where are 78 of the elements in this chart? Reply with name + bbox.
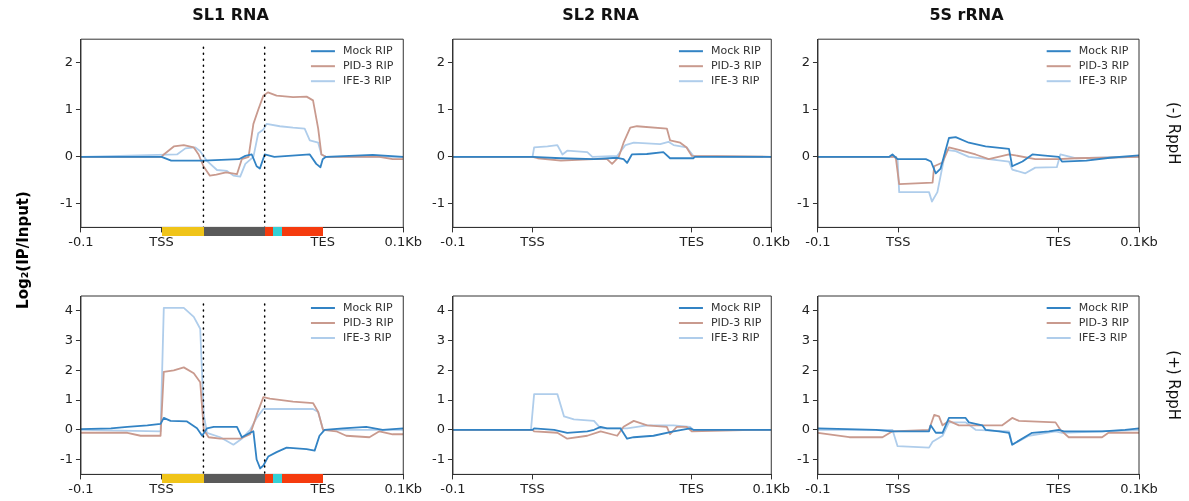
y-tick-label: -1 [796, 450, 810, 466]
y-tick-label: 3 [64, 331, 73, 347]
legend-label: IFE-3 RIP [710, 74, 760, 88]
legend-label: Mock RIP [1078, 300, 1129, 314]
y-tick-label: 2 [801, 361, 810, 377]
x-tick-label: -0.1 [805, 480, 831, 496]
y-tick-label: 2 [64, 54, 73, 70]
chart-title: SL1 RNA [192, 4, 270, 24]
x-tick-label: 0.1Kb [384, 480, 422, 496]
legend-label: PID-3 RIP [710, 59, 762, 73]
legend-label: PID-3 RIP [1078, 315, 1130, 329]
y-tick-label: -1 [431, 195, 445, 211]
x-tick-label: TSS [884, 233, 911, 249]
y-tick-label: 0 [801, 421, 810, 437]
legend-label: Mock RIP [342, 300, 393, 314]
y-tick-label: 2 [436, 361, 445, 377]
legend-label: Mock RIP [342, 44, 393, 58]
x-tick-label: 0.1Kb [384, 233, 422, 249]
y-tick-label: 2 [436, 54, 445, 70]
x-tick-label: -0.1 [68, 480, 94, 496]
y-tick-label: 1 [436, 391, 445, 407]
legend-label: Mock RIP [710, 44, 761, 58]
x-tick-label: 0.1Kb [752, 480, 790, 496]
legend-label: IFE-3 RIP [1078, 74, 1128, 88]
legend-label: IFE-3 RIP [1078, 330, 1128, 344]
legend-label: Mock RIP [1078, 44, 1129, 58]
y-tick-label: 0 [436, 148, 445, 164]
legend-label: PID-3 RIP [1078, 59, 1130, 73]
text: (+) RppH [1165, 350, 1184, 421]
y-tick-label: 1 [64, 101, 73, 117]
legend-label: PID-3 RIP [710, 315, 762, 329]
x-tick-label: TSS [148, 480, 174, 496]
y-tick-label: 4 [436, 302, 445, 318]
legend-label: PID-3 RIP [342, 315, 394, 329]
x-tick-label: -0.1 [805, 233, 831, 249]
x-tick-label: 0.1Kb [1120, 480, 1158, 496]
y-tick-label: 0 [64, 148, 73, 164]
x-tick-label: TSS [519, 480, 545, 496]
x-tick-label: 0.1Kb [1120, 233, 1158, 249]
chart-title: 5S rRNA [929, 4, 1005, 24]
x-tick-label: TES [309, 480, 335, 496]
y-tick-label: 0 [436, 421, 445, 437]
y-tick-label: -1 [796, 195, 810, 211]
y-axis-title: Log₂(IP/Input) [13, 191, 32, 309]
y-tick-label: 4 [801, 302, 810, 318]
legend-label: IFE-3 RIP [710, 330, 760, 344]
x-tick-label: TSS [519, 233, 545, 249]
x-tick-label: TES [1045, 233, 1071, 249]
text: (-) RppH [1165, 101, 1184, 165]
x-tick-label: 0.1Kb [752, 233, 790, 249]
y-tick-label: 1 [801, 391, 810, 407]
y-tick-label: 2 [64, 361, 73, 377]
chart-title: SL2 RNA [562, 4, 640, 24]
y-tick-label: 2 [801, 54, 810, 70]
x-tick-label: TES [309, 233, 335, 249]
x-tick-label: TSS [884, 480, 911, 496]
x-tick-label: -0.1 [440, 233, 466, 249]
x-tick-label: TSS [148, 233, 174, 249]
x-tick-label: -0.1 [68, 233, 94, 249]
x-tick-label: TES [1045, 480, 1071, 496]
legend-label: PID-3 RIP [342, 59, 394, 73]
legend-label: Mock RIP [710, 300, 761, 314]
x-tick-label: TES [678, 480, 704, 496]
y-tick-label: 4 [64, 302, 73, 318]
y-tick-label: 1 [64, 391, 73, 407]
x-tick-label: TES [678, 233, 704, 249]
y-tick-label: -1 [59, 450, 73, 466]
y-tick-label: 1 [801, 101, 810, 117]
y-tick-label: 3 [801, 331, 810, 347]
x-tick-label: -0.1 [440, 480, 466, 496]
legend-label: IFE-3 RIP [342, 330, 392, 344]
y-tick-label: 0 [801, 148, 810, 164]
legend-label: IFE-3 RIP [342, 74, 392, 88]
y-tick-label: -1 [59, 195, 73, 211]
y-tick-label: -1 [431, 450, 445, 466]
y-tick-label: 0 [64, 421, 73, 437]
y-tick-label: 3 [436, 331, 445, 347]
y-tick-label: 1 [436, 101, 445, 117]
